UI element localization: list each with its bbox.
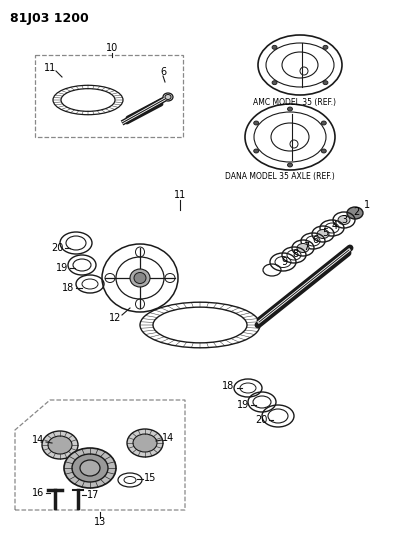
Ellipse shape bbox=[288, 163, 292, 167]
Text: 18: 18 bbox=[62, 283, 74, 293]
Text: 11: 11 bbox=[44, 63, 56, 73]
Text: 6: 6 bbox=[312, 235, 318, 245]
Text: 20: 20 bbox=[255, 415, 267, 425]
Ellipse shape bbox=[272, 45, 277, 50]
Ellipse shape bbox=[254, 149, 259, 153]
Ellipse shape bbox=[338, 215, 350, 224]
Text: 19: 19 bbox=[56, 263, 68, 273]
Ellipse shape bbox=[317, 230, 329, 238]
Ellipse shape bbox=[297, 244, 309, 253]
Text: 13: 13 bbox=[94, 517, 106, 527]
Text: 81J03 1200: 81J03 1200 bbox=[10, 12, 89, 25]
Ellipse shape bbox=[80, 460, 100, 476]
Text: 1: 1 bbox=[364, 200, 370, 210]
Text: 7: 7 bbox=[303, 242, 309, 252]
Ellipse shape bbox=[134, 272, 146, 284]
Ellipse shape bbox=[130, 269, 150, 287]
Ellipse shape bbox=[323, 45, 328, 50]
Ellipse shape bbox=[321, 121, 326, 125]
Text: 20: 20 bbox=[51, 243, 63, 253]
Ellipse shape bbox=[133, 434, 157, 452]
Ellipse shape bbox=[288, 107, 292, 111]
Ellipse shape bbox=[48, 436, 72, 454]
Ellipse shape bbox=[272, 80, 277, 85]
Text: 10: 10 bbox=[106, 43, 118, 53]
Ellipse shape bbox=[347, 207, 363, 219]
Ellipse shape bbox=[72, 454, 108, 482]
Bar bbox=[35, 55, 183, 137]
Text: 12: 12 bbox=[109, 313, 121, 323]
Text: 17: 17 bbox=[87, 490, 99, 500]
Text: 9: 9 bbox=[281, 257, 287, 267]
Ellipse shape bbox=[323, 80, 328, 85]
Ellipse shape bbox=[163, 93, 173, 101]
Text: 19: 19 bbox=[237, 400, 249, 410]
Text: 3: 3 bbox=[341, 215, 347, 225]
Text: 5: 5 bbox=[322, 228, 328, 238]
Text: 11: 11 bbox=[174, 190, 186, 200]
Ellipse shape bbox=[254, 121, 259, 125]
Text: 6: 6 bbox=[160, 67, 166, 77]
Ellipse shape bbox=[64, 448, 116, 488]
Ellipse shape bbox=[321, 149, 326, 153]
Text: 4: 4 bbox=[332, 221, 338, 231]
Text: DANA MODEL 35 AXLE (REF.): DANA MODEL 35 AXLE (REF.) bbox=[225, 173, 335, 182]
Ellipse shape bbox=[42, 431, 78, 459]
Text: 18: 18 bbox=[222, 381, 234, 391]
Text: 8: 8 bbox=[292, 249, 298, 259]
Text: 14: 14 bbox=[32, 435, 44, 445]
Ellipse shape bbox=[127, 429, 163, 457]
Text: 2: 2 bbox=[353, 207, 359, 217]
Text: 15: 15 bbox=[144, 473, 156, 483]
Text: 16: 16 bbox=[32, 488, 44, 498]
Text: 14: 14 bbox=[162, 433, 174, 443]
Text: AMC MODEL 35 (REF.): AMC MODEL 35 (REF.) bbox=[253, 98, 336, 107]
